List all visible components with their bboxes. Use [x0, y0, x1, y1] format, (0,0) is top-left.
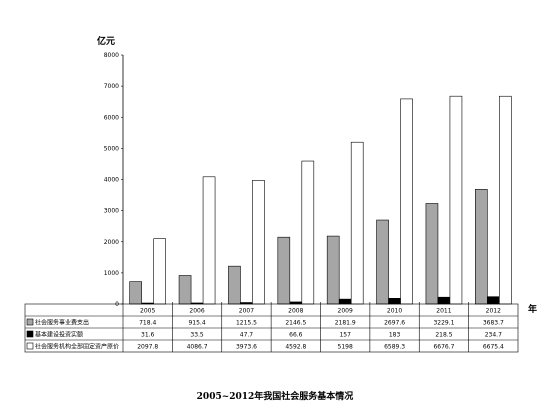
bar-3-2005 [153, 238, 166, 305]
data-label-2-2007: 47.7 [240, 332, 254, 339]
legend-swatch-1 [26, 318, 34, 326]
x-axis-unit-label: 年 [528, 303, 537, 315]
legend-label-3: 社会服务机构全部固定资产原价 [35, 343, 119, 351]
data-label-3-2009: 5198 [338, 344, 353, 351]
data-label-2-2009: 157 [339, 332, 351, 339]
data-label-3-2007: 3973.6 [236, 344, 257, 351]
bar-1-2011 [425, 203, 439, 305]
data-label-1-2005: 718.4 [139, 320, 156, 327]
bar-3-2010 [400, 98, 413, 305]
y-tick-label: 0 [115, 301, 119, 308]
bar-3-2009 [350, 141, 364, 305]
category-label-2005: 2005 [140, 308, 155, 315]
category-label-2007: 2007 [239, 308, 254, 315]
y-tick-label: 8000 [104, 52, 119, 59]
y-tick-label: 2000 [104, 239, 119, 246]
y-tick-label: 7000 [104, 83, 119, 90]
data-label-2-2005: 31.6 [141, 332, 155, 339]
category-label-2010: 2010 [387, 308, 402, 315]
bar-3-2008 [301, 160, 315, 305]
y-tick-label: 4000 [104, 177, 119, 184]
bar-2-2012 [487, 296, 500, 305]
data-label-1-2009: 2181.9 [335, 320, 356, 327]
bar-1-2012 [475, 189, 488, 305]
bar-1-2010 [376, 219, 389, 305]
bar-1-2007 [228, 265, 241, 305]
legend-swatch-3 [26, 342, 34, 350]
data-label-2-2012: 234.7 [485, 332, 502, 339]
data-label-1-2008: 2146.5 [285, 320, 306, 327]
legend-label-2: 基本建设投资实额 [35, 331, 83, 339]
data-label-2-2010: 183 [389, 332, 401, 339]
category-label-2011: 2011 [436, 308, 451, 315]
chart-title: 2005~2012年我国社会服务基本情况 [196, 392, 354, 402]
data-table: 2005 2006 2007 2008 2009 2010 2011 2012 社会服务事业费支… [24, 302, 519, 353]
data-label-3-2010: 6589.3 [384, 344, 405, 351]
bar-1-2009 [326, 235, 340, 305]
legend-swatch-2 [26, 330, 34, 338]
legend-label-1: 社会服务事业费支出 [35, 319, 89, 327]
bar-3-2006 [202, 176, 216, 305]
y-tick-label: 3000 [104, 208, 119, 215]
y-tick-label: 6000 [104, 114, 119, 121]
category-label-2012: 2012 [486, 308, 501, 315]
data-label-1-2012: 3683.7 [483, 320, 504, 327]
bar-3-2012 [499, 95, 512, 305]
data-label-3-2008: 4592.8 [285, 344, 306, 351]
bar-3-2011 [449, 95, 463, 305]
y-axis-ticks: 0 1000 2000 3000 4000 5000 6000 7000 8000 [104, 52, 123, 308]
bar-groups [129, 95, 512, 305]
data-label-3-2006: 4086.7 [187, 344, 208, 351]
data-label-1-2010: 2697.6 [384, 320, 405, 327]
bar-2-2010 [388, 298, 401, 305]
bar-1-2008 [277, 236, 291, 305]
bar-2-2008 [289, 301, 303, 305]
y-axis-unit-label: 亿元 [97, 35, 115, 47]
category-label-2008: 2008 [288, 308, 303, 315]
data-label-2-2006: 33.5 [190, 332, 204, 339]
data-label-3-2005: 2097.8 [137, 344, 158, 351]
data-label-1-2007: 1215.5 [236, 320, 257, 327]
data-label-3-2012: 6675.4 [483, 344, 504, 351]
category-label-2006: 2006 [189, 308, 204, 315]
category-label-2009: 2009 [338, 308, 353, 315]
bar-2-2009 [338, 298, 352, 305]
y-tick-label: 5000 [104, 145, 119, 152]
bar-2-2011 [437, 296, 451, 305]
bar-1-2005 [129, 281, 142, 305]
bar-3-2007 [252, 180, 265, 305]
data-label-3-2011: 6676.7 [433, 344, 454, 351]
data-label-1-2011: 3229.1 [433, 320, 454, 327]
data-label-1-2006: 915.4 [188, 320, 205, 327]
data-label-2-2008: 66.6 [289, 332, 303, 339]
bar-1-2006 [178, 275, 192, 305]
y-tick-label: 1000 [104, 270, 119, 277]
data-label-2-2011: 218.5 [435, 332, 452, 339]
